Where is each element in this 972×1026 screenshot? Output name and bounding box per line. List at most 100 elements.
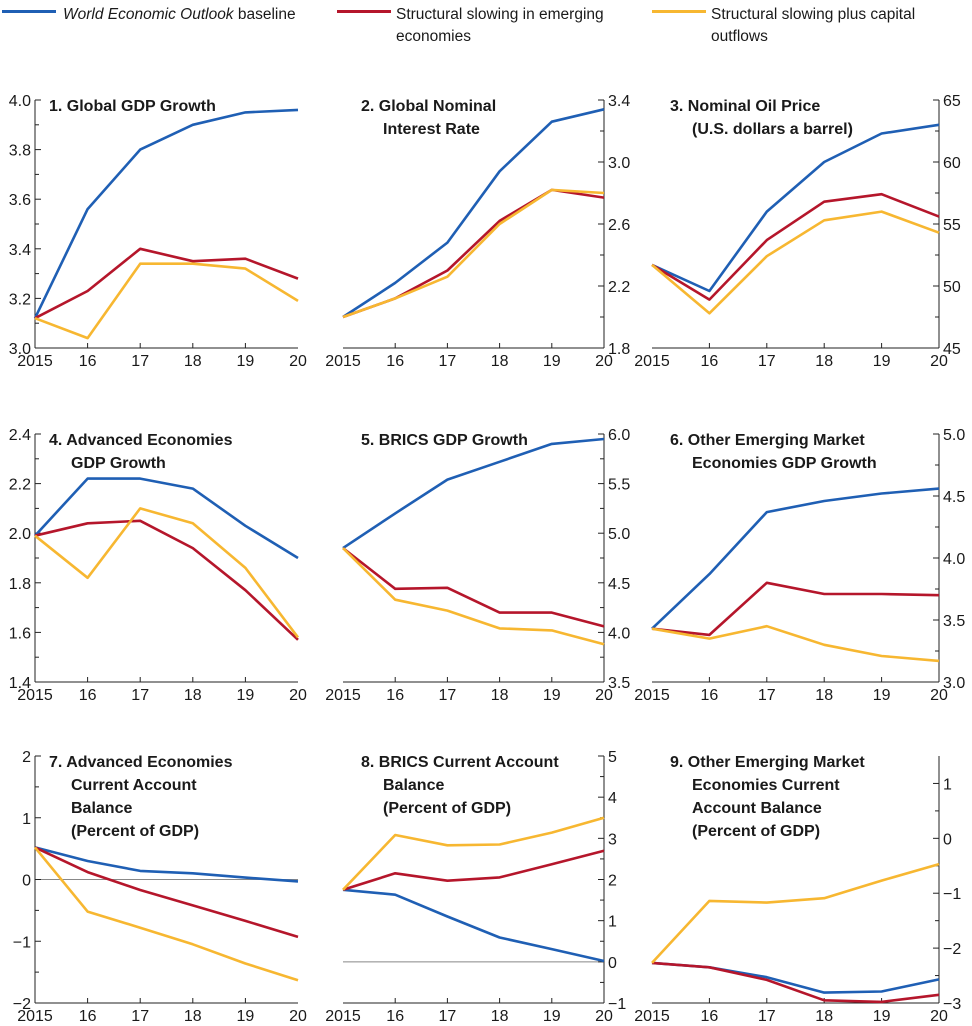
x-tick-label: 20 [595,353,613,370]
chart-title: 8. BRICS Current Account Balance (Percent … [361,754,559,817]
chart-title-line: Balance [71,800,132,817]
y-tick-label: −2 [943,941,961,958]
x-tick-label: 17 [131,353,149,370]
series-line-2 [34,846,299,939]
chart-title-line: Economies Current [692,777,840,794]
y-tick-label: 4.0 [9,93,31,110]
x-tick-label: 19 [237,687,255,704]
y-tick-label: 4.0 [943,551,965,568]
x-tick-label: 17 [131,687,149,704]
series-line-2 [34,519,299,641]
series-line-3 [342,188,605,319]
y-tick-label: 55 [943,217,961,234]
x-tick-label: 19 [237,353,255,370]
y-tick-label: −2 [13,996,31,1013]
x-tick-label: 20 [289,687,307,704]
x-tick-label: 20 [930,353,948,370]
y-tick-label: 3 [608,831,617,848]
x-tick-label: 19 [543,353,561,370]
y-tick-label: 3.5 [943,613,965,630]
chart-title-line: 3. Nominal Oil Price [670,98,820,115]
y-tick-label: 2.6 [608,217,630,234]
legend-swatch-structural [337,10,391,13]
series-line-3 [342,816,605,891]
y-tick-label: 3.2 [9,291,31,308]
series-line-3 [651,624,940,663]
y-tick-label: 5.5 [608,477,630,494]
y-tick-label: 1 [608,914,617,931]
legend-swatch-baseline [2,10,56,13]
chart-panel-2: 1.8 2.2 2.6 3.0 3.4 2015 16 17 18 19 20 2. Global N… [325,93,630,370]
chart-panel-9: −3 −2 −1 0 1 2015 16 17 18 19 20 9. Other Emerging … [634,754,961,1025]
series-line-3 [651,210,940,315]
chart-panel-7: −2 −1 0 1 2 2015 16 17 18 19 20 7. Advanced Economi… [13,749,307,1025]
x-tick-label: 18 [184,687,202,704]
series-line-1 [651,487,940,630]
chart-title-line: Interest Rate [383,121,480,138]
y-tick-label: 5.0 [608,526,630,543]
chart-title: 7. Advanced Economies Current Account Bala… [49,754,233,840]
series-line-1 [342,888,605,963]
chart-title: 4. Advanced Economies GDP Growth [49,432,233,472]
x-tick-label: 16 [701,353,719,370]
x-tick-label: 16 [79,353,97,370]
y-tick-label: 3.5 [608,675,630,692]
x-tick-label: 2015 [325,1008,361,1025]
x-tick-label: 17 [758,1008,776,1025]
series-line-3 [651,862,940,964]
x-tick-label: 2015 [325,687,361,704]
y-tick-label: 2 [608,873,617,890]
x-tick-label: 20 [595,1008,613,1025]
x-tick-label: 18 [491,687,509,704]
y-tick-label: 1.8 [608,341,630,358]
x-tick-label: 20 [289,353,307,370]
series-line-2 [342,849,605,892]
y-tick-label: −1 [943,886,961,903]
y-tick-label: 4.0 [608,625,630,642]
y-tick-label: 4.5 [943,489,965,506]
legend-label-structural: Structural slowing in emerging economies [396,6,604,45]
y-tick-label: 1 [943,776,952,793]
legend-swatch-outflows [652,10,706,13]
x-tick-label: 19 [873,1008,891,1025]
x-tick-label: 16 [386,1008,404,1025]
x-tick-label: 2015 [325,353,361,370]
x-tick-label: 17 [758,353,776,370]
series-line-2 [651,581,940,637]
x-tick-label: 16 [79,687,97,704]
legend-label-outflows: Structural slowing plus capital outflows [711,6,916,45]
x-tick-label: 19 [543,1008,561,1025]
x-tick-label: 2015 [17,687,53,704]
chart-title: 2. Global Nominal Interest Rate [361,98,496,138]
y-tick-label: 5 [608,749,617,766]
series-line-1 [651,123,940,293]
chart-title-line: (U.S. dollars a barrel) [692,121,853,138]
chart-title-line: (Percent of GDP) [71,823,199,840]
y-tick-label: 1 [22,811,31,828]
y-tick-label: 4.5 [608,576,630,593]
chart-title-line: 2. Global Nominal [361,98,496,115]
y-tick-label: 6.0 [608,427,630,444]
chart-title-line: 8. BRICS Current Account [361,754,559,771]
y-tick-label: 2.0 [9,526,31,543]
series-line-1 [342,437,605,550]
chart-title-line: Current Account [71,777,197,794]
chart-panel-6: 3.0 3.5 4.0 4.5 5.0 2015 16 17 18 19 20 6. Other Em… [634,427,965,704]
chart-title-line: 9. Other Emerging Market [670,754,865,771]
x-tick-label: 17 [758,687,776,704]
y-tick-label: 4 [608,790,617,807]
chart-title-line: 5. BRICS GDP Growth [361,432,528,449]
chart-title: 3. Nominal Oil Price (U.S. dollars a barr… [670,98,853,138]
x-tick-label: 17 [439,687,457,704]
chart-title-line: GDP Growth [71,455,166,472]
y-tick-label: 1.8 [9,576,31,593]
x-tick-label: 16 [701,687,719,704]
chart-panel-5: 3.5 4.0 4.5 5.0 5.5 6.0 2015 16 17 18 19 20 5. BRICS… [325,427,630,704]
y-tick-label: 0 [943,831,952,848]
x-tick-label: 2015 [17,1008,53,1025]
series-line-2 [342,547,605,628]
y-tick-label: 1.6 [9,625,31,642]
series-line-3 [33,846,299,982]
x-tick-label: 16 [701,1008,719,1025]
